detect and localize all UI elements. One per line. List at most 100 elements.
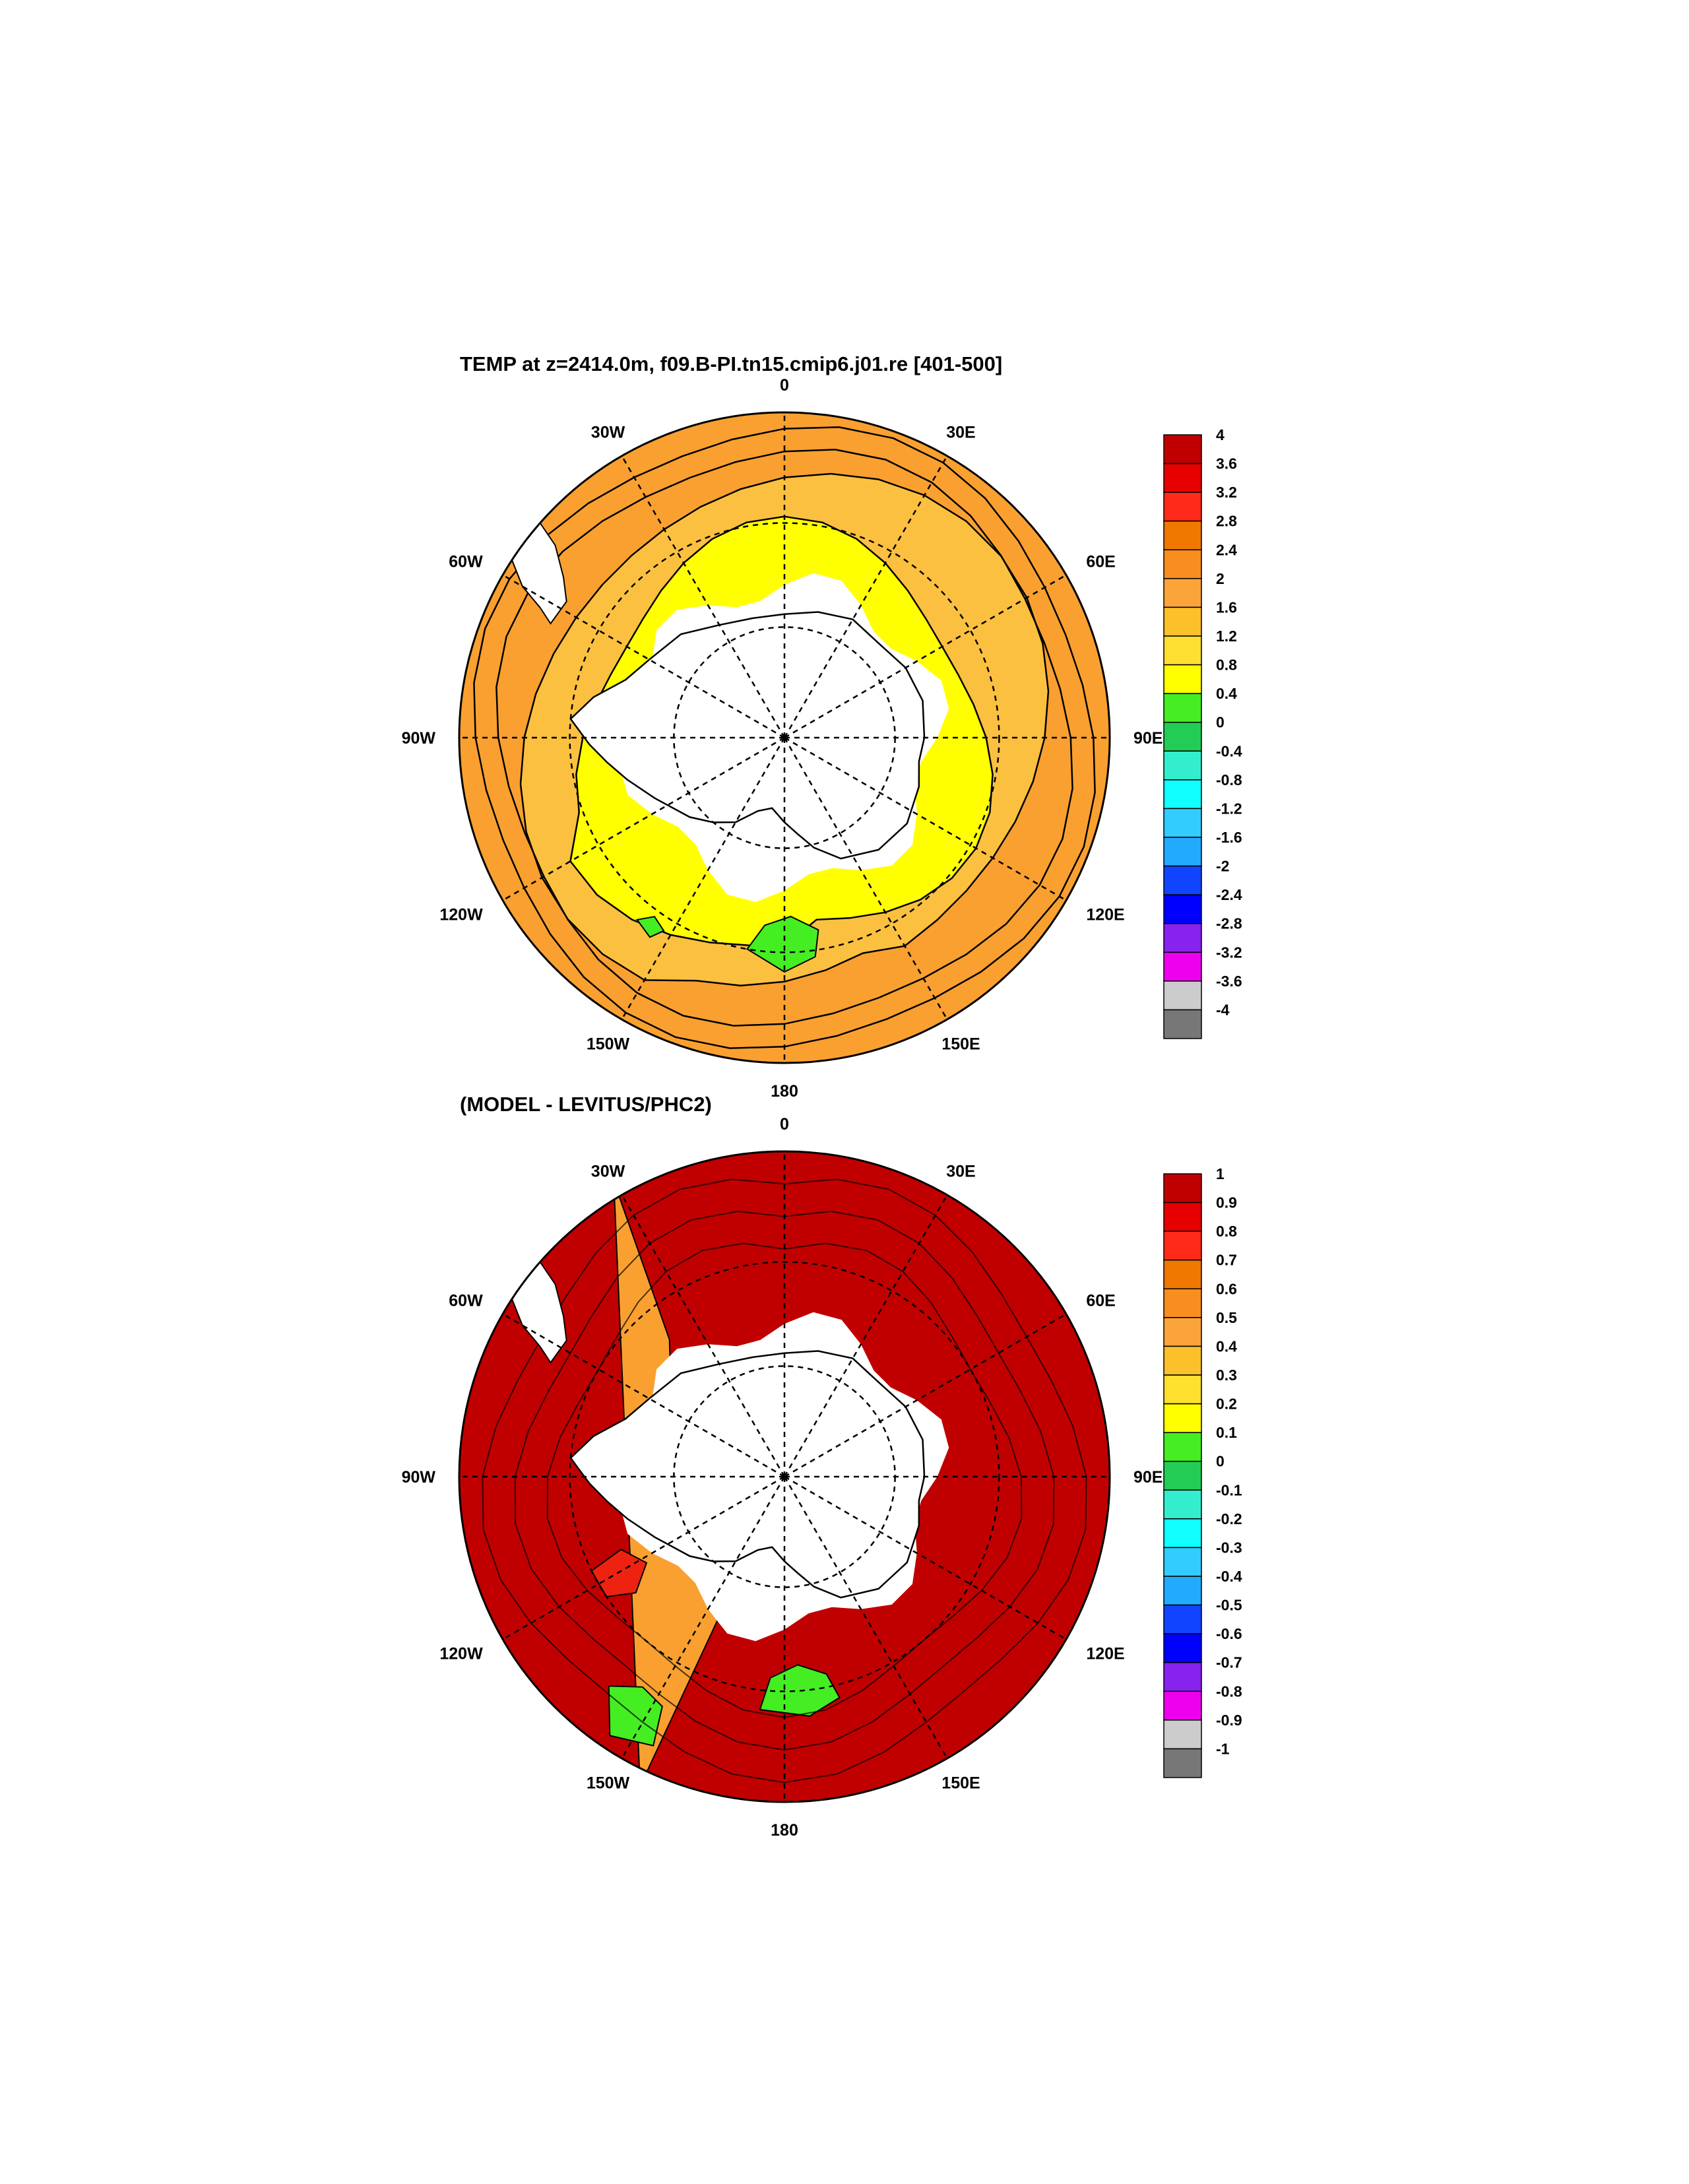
colorbar-box: [1163, 750, 1202, 781]
meridian-line: [784, 574, 1067, 739]
colorbar-box: [1163, 808, 1202, 838]
difference-field: [459, 1151, 1110, 1802]
colorbar-box: [1163, 1460, 1202, 1491]
colorbar-label: -1: [1216, 1740, 1230, 1757]
colorbar-box: [1163, 463, 1202, 493]
colorbar-box: [1163, 1432, 1202, 1462]
colorbar-box: [1163, 837, 1202, 867]
field-green-patch: [759, 1664, 841, 1717]
colorbar-box: [1163, 664, 1202, 694]
field-green-patch: [746, 915, 819, 973]
colorbar-box: [1163, 779, 1202, 810]
antarctica-coastline: [569, 611, 926, 860]
south-america-coastline: [503, 1246, 567, 1364]
temperature-field: [459, 412, 1110, 1063]
colorbar-box: [1163, 1576, 1202, 1606]
colorbar-box: [1163, 1748, 1202, 1778]
colorbar-label: 0.8: [1216, 657, 1237, 674]
latitude-circle-1: [673, 626, 896, 849]
colorbar-box: [1163, 520, 1202, 551]
antarctica-landmass: [503, 1246, 926, 1599]
graticule: 0 30E 60E 90E 120E 150E 180 150W 120W 90W 60W 30W: [402, 376, 1163, 1101]
longitude-label: 90E: [1133, 1468, 1163, 1487]
colorbar-label: 2: [1216, 570, 1225, 587]
longitude-label: 60E: [1086, 1292, 1115, 1310]
field-inner-band: [569, 515, 994, 947]
colorbar-box: [1163, 549, 1202, 579]
longitude-label: 120W: [439, 1645, 483, 1663]
colorbar-label: 3.6: [1216, 455, 1237, 472]
colorbar-label: 0.1: [1216, 1424, 1237, 1441]
colorbar-label: -0.4: [1216, 742, 1242, 759]
latitude-circle-2: [569, 1261, 1000, 1692]
longitude-label: 30W: [591, 1163, 625, 1181]
meridian-line: [783, 1194, 948, 1477]
colorbar-label: 0.8: [1216, 1223, 1237, 1240]
longitude-label: 150W: [587, 1774, 630, 1792]
map-boundary: [458, 1150, 1111, 1803]
colorbar-box: [1163, 721, 1202, 752]
shelf-mask: [620, 1312, 949, 1642]
colorbar-box: [1163, 1317, 1202, 1347]
contour-line-2: [473, 426, 1096, 1049]
colorbar-label: -1.2: [1216, 800, 1242, 817]
colorbar-box: [1163, 1518, 1202, 1549]
colorbar-label: -0.8: [1216, 1683, 1242, 1700]
colorbar-box: [1163, 1719, 1202, 1750]
colorbar-box: [1163, 1009, 1202, 1039]
longitude-label: 60W: [449, 553, 483, 571]
contour-line-2: [514, 1210, 1055, 1751]
field-outer-band: [459, 412, 1110, 1063]
panel2-title: (MODEL - LEVITUS/PHC2): [460, 1093, 712, 1116]
colorbar-label: -0.7: [1216, 1654, 1242, 1671]
meridian-line: [783, 1476, 948, 1759]
colorbar-box: [1163, 434, 1202, 465]
field-east-region: [459, 1151, 1110, 1802]
colorbar-box: [1163, 865, 1202, 895]
colorbar-label: -0.3: [1216, 1539, 1242, 1556]
colorbar-label: -2: [1216, 858, 1229, 875]
field-green-patch-west: [608, 1685, 663, 1747]
colorbar-box: [1163, 635, 1202, 666]
meridian-line: [784, 1313, 1067, 1478]
colorbar-label: 2.4: [1216, 541, 1237, 558]
colorbar-label: -0.9: [1216, 1712, 1242, 1729]
meridian-line: [502, 1475, 785, 1640]
longitude-label: 30E: [946, 1163, 975, 1181]
colorbar-box: [1163, 922, 1202, 953]
colorbar-box: [1163, 1403, 1202, 1433]
field-west-region: [613, 1180, 786, 1787]
colorbar-box: [1163, 606, 1202, 637]
longitude-label: 120E: [1086, 1645, 1124, 1663]
colorbar-label: 0.7: [1216, 1252, 1237, 1269]
antarctica-coastline: [569, 1350, 926, 1599]
colorbar-box: [1163, 951, 1202, 982]
colorbar-label: -0.4: [1216, 1568, 1242, 1585]
colorbar-box: [1163, 1690, 1202, 1721]
contour-line-3: [482, 1178, 1087, 1783]
colorbar-label: 0.2: [1216, 1396, 1237, 1413]
colorbar-box: [1163, 1231, 1202, 1261]
colorbar-box: [1163, 1345, 1202, 1376]
colorbar-label: -0.8: [1216, 771, 1242, 788]
longitude-label: 120W: [439, 906, 483, 924]
colorbar-label: -0.6: [1216, 1625, 1242, 1642]
longitude-label: 150W: [587, 1035, 630, 1053]
colorbar-box: [1163, 1173, 1202, 1204]
colorbar-label: -3.2: [1216, 944, 1242, 961]
longitude-label: 150E: [941, 1035, 980, 1053]
colorbar-label: -0.5: [1216, 1597, 1242, 1614]
colorbar-box: [1163, 693, 1202, 723]
south-america-coastline: [503, 507, 567, 625]
colorbar-label: 0.4: [1216, 685, 1237, 702]
antarctica-landmass: [503, 507, 926, 860]
colorbar-label: 4: [1216, 426, 1225, 443]
meridian-line: [784, 1475, 1067, 1640]
latitude-circle-2: [569, 522, 1000, 953]
colorbar: 4 3.6 3.2 2.8 2.4 2 1.6 1.2 0.8 0.4 0 -0.4 -0.8 -1.2 -…: [1163, 426, 1242, 1039]
colorbar-box: [1163, 1661, 1202, 1692]
longitude-label: 0: [780, 376, 789, 395]
longitude-label: 60W: [449, 1292, 483, 1310]
colorbar-box: [1163, 578, 1202, 608]
